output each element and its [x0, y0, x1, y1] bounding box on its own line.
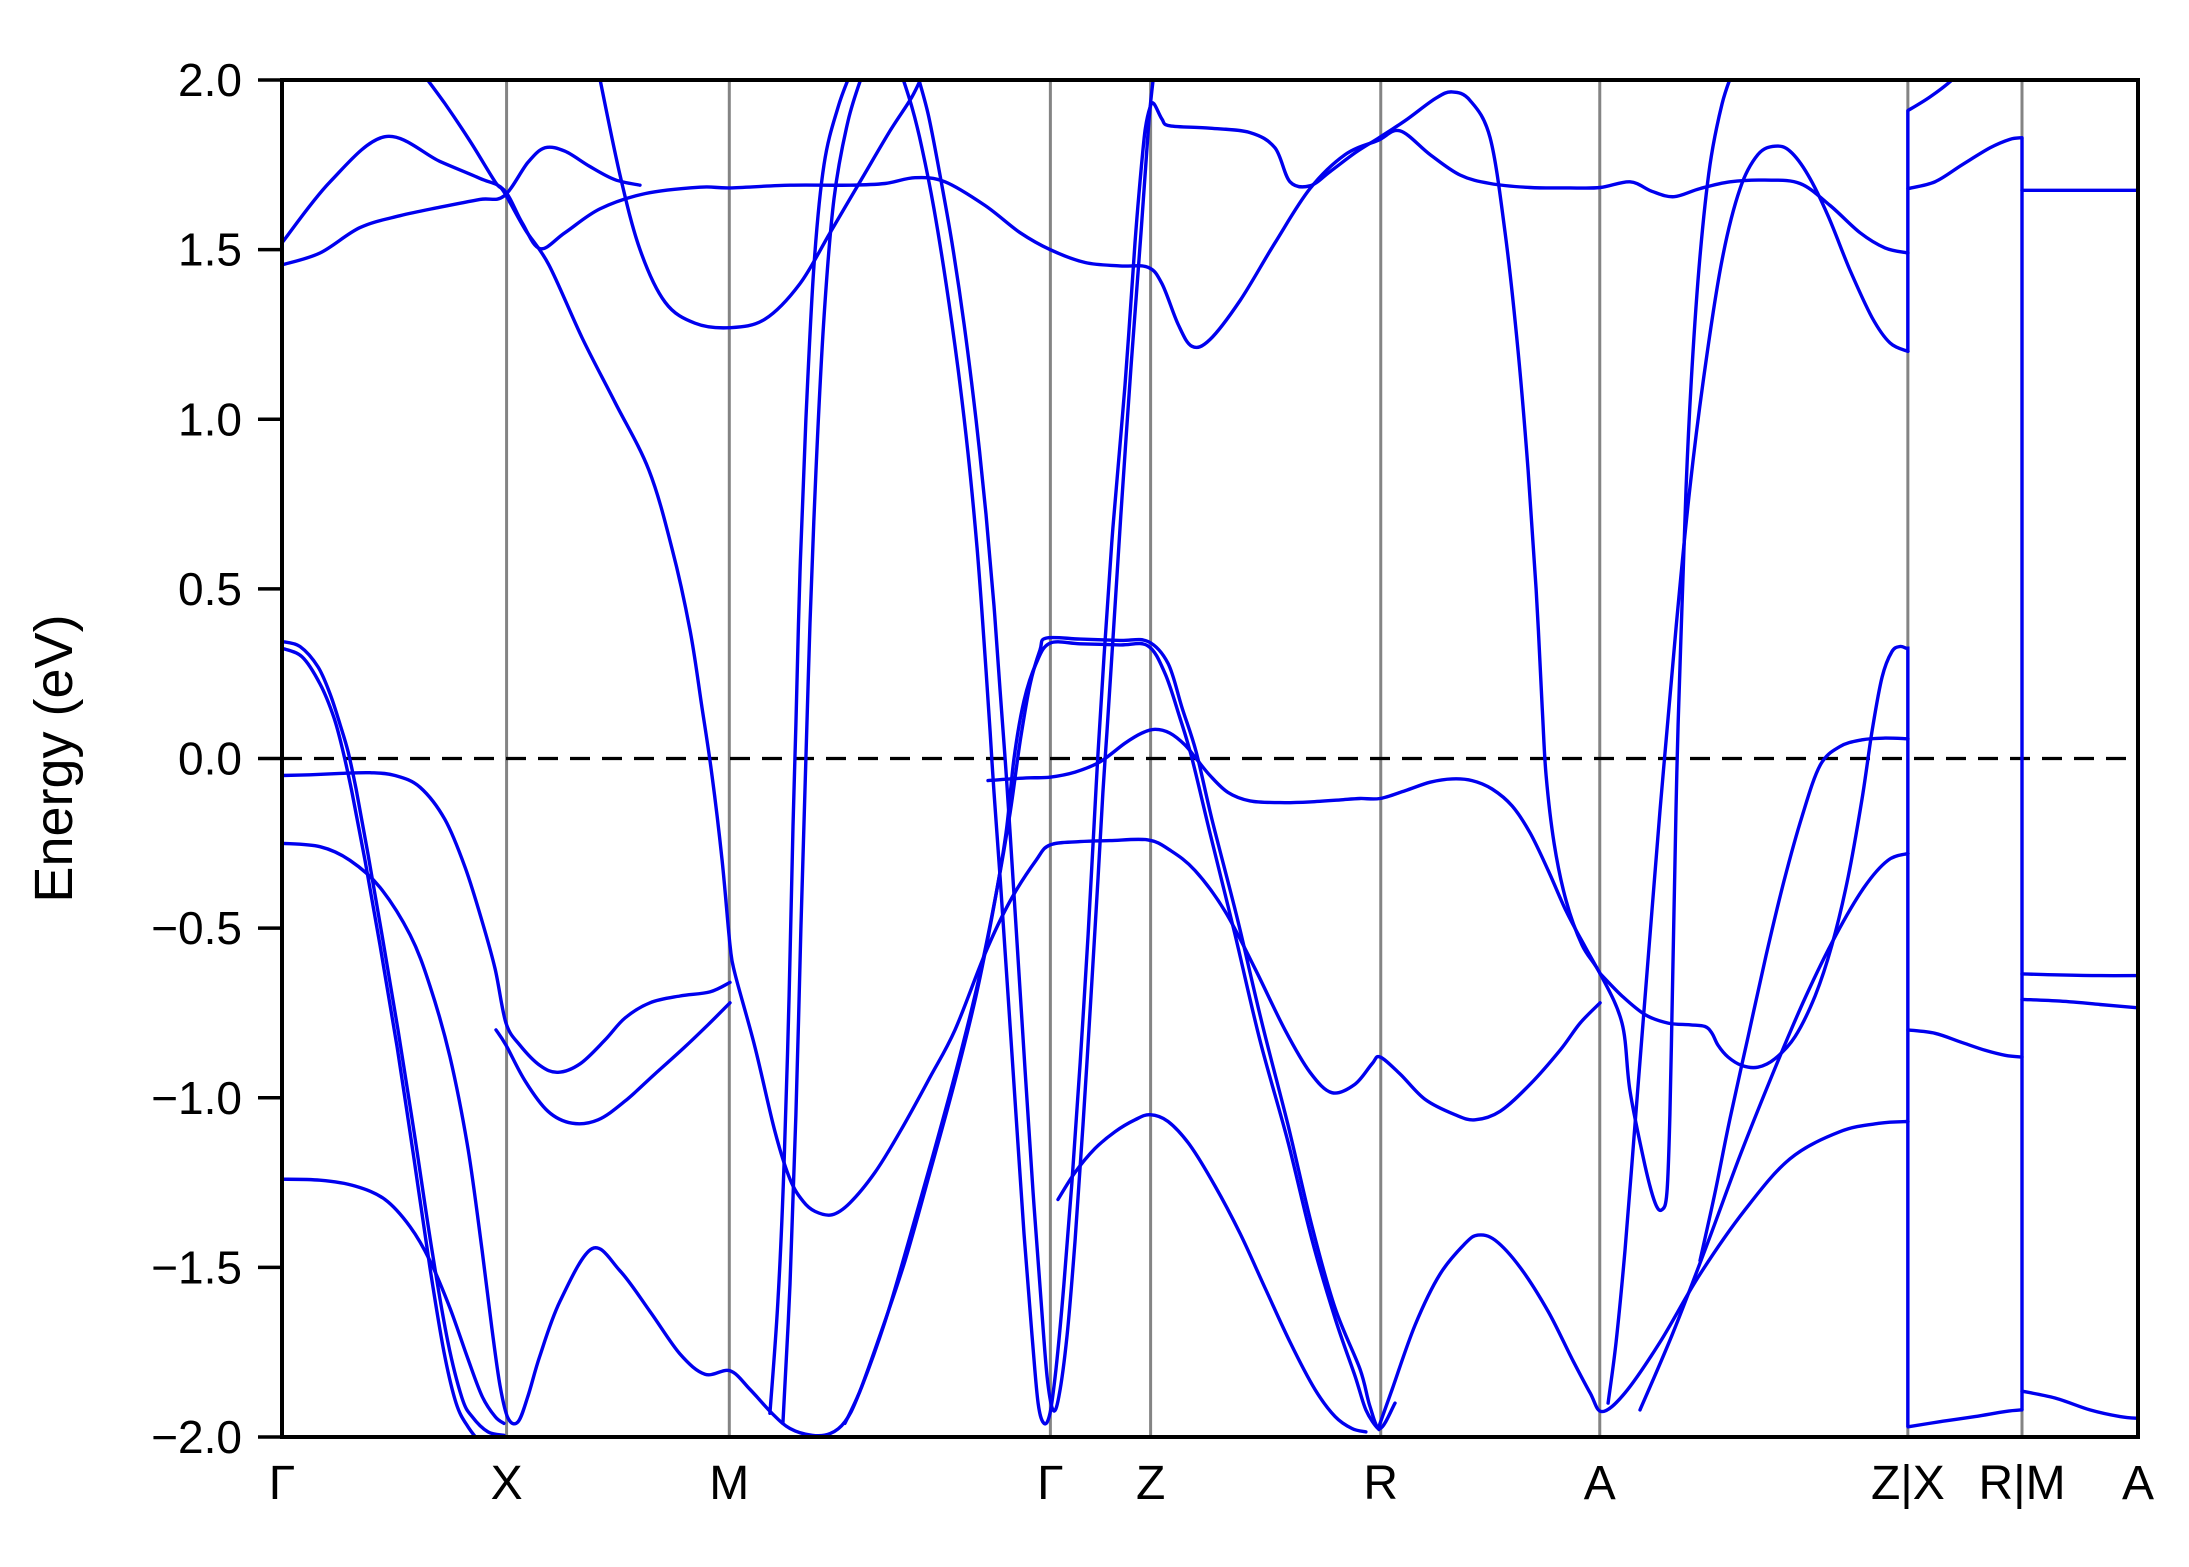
band-curve-steep-desc-to-M [425, 80, 1602, 1217]
band-curve-gamma-146-band [282, 145, 642, 267]
band-curve-gamma2-Z-deep-band [1056, 1112, 1368, 1434]
band-curve-A-Z-flat-top-band [1698, 736, 1910, 1263]
band-curve-XR-bottom-band [1906, 1408, 2024, 1429]
y-tick-label: 1.0 [178, 393, 242, 445]
y-tick-label: 0.0 [178, 733, 242, 785]
y-tick-label: −1.5 [151, 1241, 242, 1293]
band-curve-upper-flat-band [282, 128, 1910, 350]
band-curve-A-notch-band-peak [1598, 644, 1908, 1070]
band-curve-gamma2-desc-riser-2 [917, 80, 1155, 1413]
band-curve-M-steep-riser-2 [781, 80, 863, 1426]
x-kpoint-label: Γ [1037, 1457, 1063, 1510]
band-curve-thin-band-gamma2-Z-R-A [986, 727, 1602, 976]
x-kpoint-label: A [1584, 1457, 1616, 1510]
x-kpoint-label: Z|X [1871, 1457, 1945, 1510]
band-curve-M-steep-riser-1 [768, 80, 850, 1415]
y-tick-label: −0.5 [151, 902, 242, 954]
y-tick-label: 1.5 [178, 224, 242, 276]
x-kpoint-label: X [491, 1457, 523, 1510]
x-kpoint-label: A [2122, 1457, 2154, 1510]
band-curve-gamma-hole-band-2 [282, 646, 478, 1437]
x-kpoint-label: Γ [269, 1457, 295, 1510]
x-kpoint-label: M [709, 1457, 749, 1510]
band-curve-A-riser-hump [1606, 144, 1910, 1405]
band-curve-gamma-hole-band-1 [282, 639, 506, 1437]
band-curve-X-M-lower-band [494, 1001, 732, 1126]
x-kpoint-label: R [1363, 1457, 1398, 1510]
band-curve-thin-flat-to-X-kink [282, 770, 732, 1075]
band-curve-giant-band-desc-rise-R-A [901, 80, 1732, 1426]
band-curve-gamma-deep-flat [282, 1177, 506, 1426]
band-curve-MA-flat-2 [2020, 997, 2138, 1010]
y-tick-label: 2.0 [178, 54, 242, 106]
band-curve-MA-flat-1 [2020, 972, 2138, 978]
band-curve-XR-lower-band [1906, 1028, 2024, 1059]
x-kpoint-label: Z [1136, 1457, 1165, 1510]
x-kpoint-label: R|M [1978, 1457, 2065, 1510]
band-curve-A-Z-slow-riser [1638, 851, 1910, 1412]
band-curve-M-parabola [598, 80, 923, 330]
band-curve-MA-bottom-band [2020, 1389, 2138, 1420]
y-tick-label: 0.5 [178, 563, 242, 615]
band-curve-XR-mid-band [1906, 136, 2024, 191]
y-axis-title: Energy (eV) [24, 614, 84, 902]
band-curve-valence-mega-band [282, 640, 1910, 1437]
band-curve-XR-top-riser [1906, 80, 1955, 113]
y-tick-label: −1.0 [151, 1072, 242, 1124]
y-tick-label: −2.0 [151, 1411, 242, 1463]
band-curve-plateau-band-2 [843, 635, 1397, 1431]
